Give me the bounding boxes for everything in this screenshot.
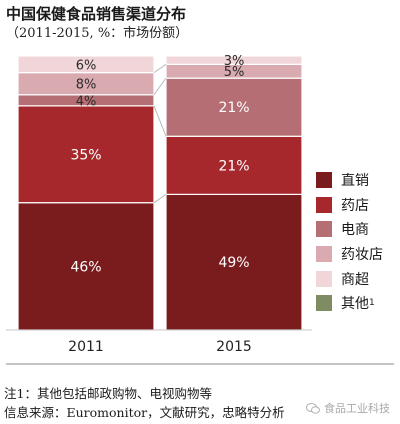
data-label: 21% — [218, 100, 249, 116]
legend-item-ecommerce: 电商 — [316, 217, 383, 242]
footnote: 注1：其他包括邮政购物、电视购物等 — [4, 386, 212, 401]
source-note: 信息来源：Euromonitor，文献研究，忠略特分析 — [4, 405, 285, 420]
legend-item-pharmacy: 药店 — [316, 193, 383, 218]
bar-segment — [165, 135, 303, 195]
legend-label: 商超 — [341, 271, 369, 288]
x-tick-label: 2011 — [68, 339, 104, 355]
legend-label: 药店 — [341, 197, 369, 214]
legend-label: 电商 — [341, 222, 369, 239]
bar-segment — [17, 55, 155, 74]
data-label: 35% — [70, 147, 101, 163]
chart-subtitle: （2011-2015, %：市场份额） — [6, 26, 189, 41]
data-label: 5% — [224, 65, 245, 80]
watermark: 食品工业科技 — [306, 400, 390, 416]
x-tick-label: 2015 — [216, 339, 252, 355]
bar-segment — [165, 55, 303, 65]
legend-item-drugstore-cosmetics: 药妆店 — [316, 242, 383, 267]
legend-swatch — [316, 221, 332, 238]
footnote-marker: 1 — [369, 298, 375, 309]
data-label: 8% — [76, 78, 97, 93]
connector-line — [153, 63, 167, 74]
legend-swatch — [316, 172, 332, 189]
bar-segment — [165, 77, 303, 137]
legend-item-other: 其他 1 — [316, 291, 383, 316]
wechat-icon — [306, 402, 320, 414]
legend-swatch — [316, 246, 332, 263]
connector-line — [153, 193, 167, 204]
legend-label: 直销 — [341, 173, 369, 190]
bar-segment — [17, 202, 155, 331]
connector-line — [153, 105, 167, 137]
legend-swatch — [316, 196, 332, 213]
data-label: 49% — [218, 255, 249, 271]
data-label: 46% — [70, 259, 101, 275]
legend-item-supermarket: 商超 — [316, 266, 383, 291]
data-label: 21% — [218, 158, 249, 174]
watermark-text: 食品工业科技 — [324, 402, 390, 415]
data-label: 6% — [76, 58, 97, 73]
legend-item-direct-sales: 直销 — [316, 168, 383, 193]
bar-segment — [165, 193, 303, 331]
legend-label: 药妆店 — [341, 247, 383, 264]
connector-line — [153, 77, 167, 96]
legend-label: 其他 — [341, 296, 369, 313]
legend-swatch — [316, 270, 332, 287]
bar-segment — [17, 105, 155, 204]
chart-title: 中国保健食品销售渠道分布 — [6, 5, 187, 23]
legend: 直销 药店 电商 药妆店 商超 其他 1 — [316, 168, 383, 316]
data-label: 4% — [76, 94, 97, 109]
data-label: 3% — [224, 54, 245, 69]
legend-swatch — [316, 295, 332, 312]
